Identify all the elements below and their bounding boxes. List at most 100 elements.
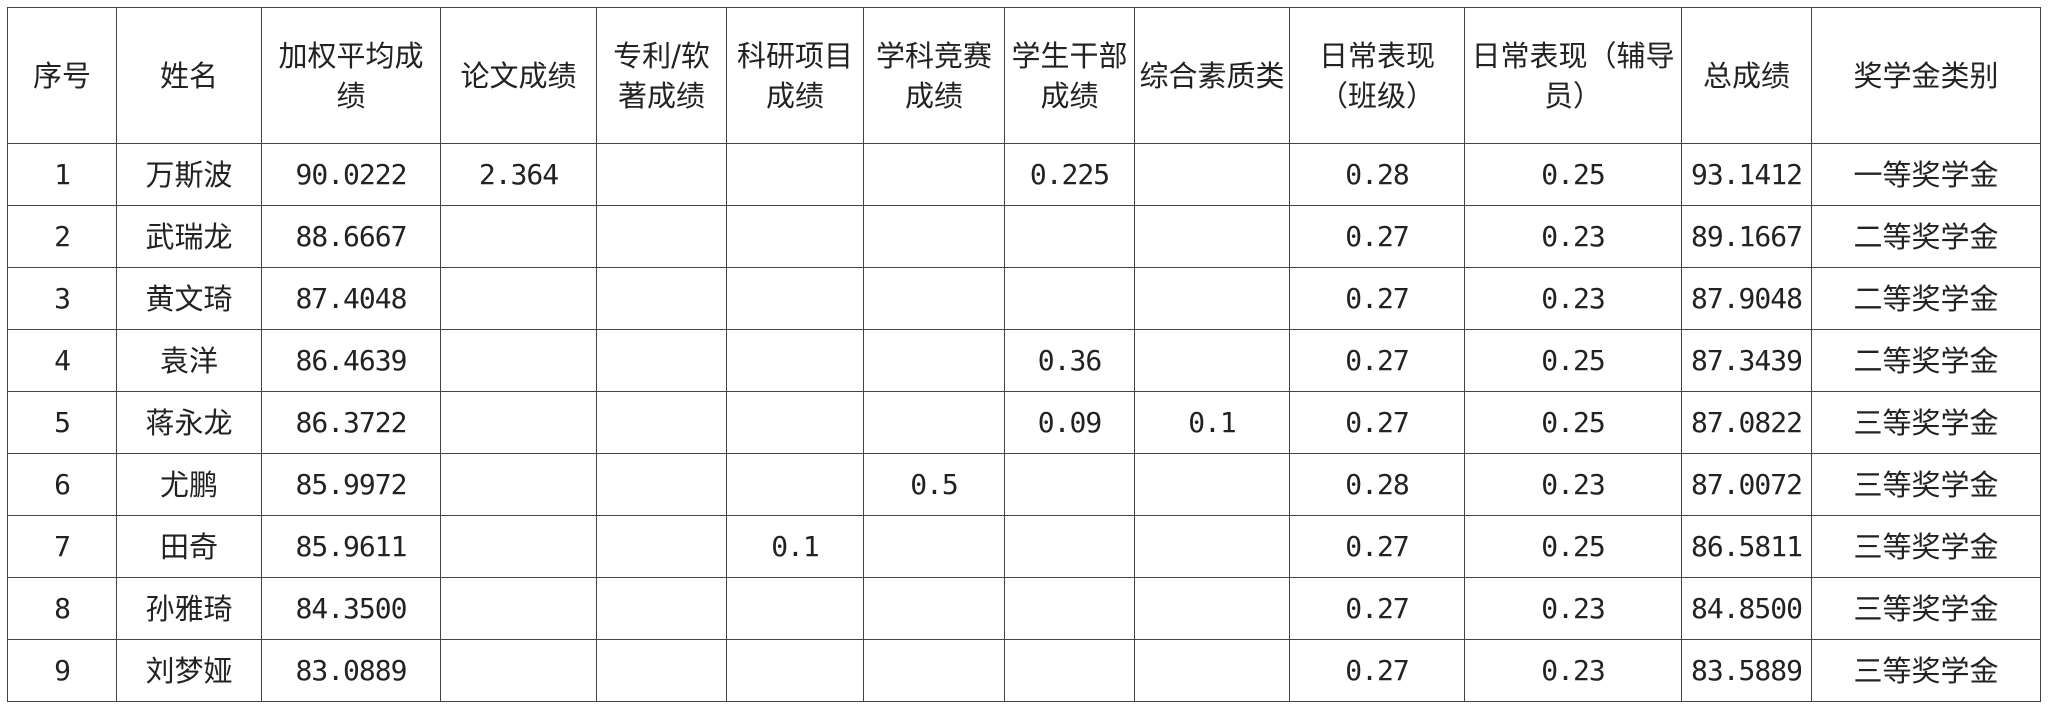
cell-scholarship-type: 三等奖学金 [1811, 453, 2041, 516]
header-index: 序号 [7, 7, 117, 144]
cell-scholarship-type: 三等奖学金 [1811, 639, 2041, 702]
cell-daily-class: 0.27 [1289, 577, 1465, 640]
cell-weighted-avg: 83.0889 [261, 639, 441, 702]
cell-research [726, 577, 864, 640]
cell-competition [863, 515, 1005, 578]
cell-research [726, 143, 864, 206]
cell-index: 9 [7, 639, 117, 702]
cell-index: 4 [7, 329, 117, 392]
cell-index: 1 [7, 143, 117, 206]
table-row: 5 蒋永龙 86.3722 0.09 0.1 0.27 0.25 87.0822 三等奖学金 [7, 391, 2041, 454]
header-row: 序号 姓名 加权平均成绩 论文成绩 专利/软著成绩 科研项目成绩 学科竞赛成绩 学生干部成绩综… [7, 7, 2041, 144]
cell-daily-counselor: 0.25 [1464, 391, 1682, 454]
cell-name: 刘梦娅 [116, 639, 262, 702]
table-row: 6 尤鹏 85.9972 0.5 0.28 0.23 87.0072 三等奖学金 [7, 453, 2041, 516]
cell-cadre [1004, 267, 1135, 330]
cell-scholarship-type: 二等奖学金 [1811, 205, 2041, 268]
cell-cadre: 0.225 [1004, 143, 1135, 206]
table-row: 9 刘梦娅 83.0889 0.27 0.23 83.5889 三等奖学金 [7, 639, 2041, 702]
header-paper: 论文成绩 [440, 7, 597, 144]
cell-daily-class: 0.27 [1289, 329, 1465, 392]
cell-scholarship-type: 一等奖学金 [1811, 143, 2041, 206]
cell-daily-counselor: 0.23 [1464, 577, 1682, 640]
cell-total: 87.9048 [1681, 267, 1812, 330]
cell-weighted-avg: 86.3722 [261, 391, 441, 454]
cell-scholarship-type: 三等奖学金 [1811, 577, 2041, 640]
cell-index: 5 [7, 391, 117, 454]
cell-cadre: 0.36 [1004, 329, 1135, 392]
cell-cadre [1004, 453, 1135, 516]
cell-index: 8 [7, 577, 117, 640]
cell-competition [863, 267, 1005, 330]
cell-competition [863, 143, 1005, 206]
cell-quality: 0.1 [1134, 391, 1290, 454]
cell-paper [440, 267, 597, 330]
cell-competition [863, 391, 1005, 454]
cell-quality [1134, 329, 1290, 392]
cell-index: 3 [7, 267, 117, 330]
cell-quality [1134, 453, 1290, 516]
cell-daily-counselor: 0.23 [1464, 639, 1682, 702]
cell-index: 2 [7, 205, 117, 268]
cell-paper: 2.364 [440, 143, 597, 206]
cell-total: 87.3439 [1681, 329, 1812, 392]
table-row: 3 黄文琦 87.4048 0.27 0.23 87.9048 二等奖学金 [7, 267, 2041, 330]
cell-paper [440, 577, 597, 640]
cell-competition [863, 577, 1005, 640]
cell-weighted-avg: 88.6667 [261, 205, 441, 268]
cell-research [726, 329, 864, 392]
cell-index: 6 [7, 453, 117, 516]
cell-patent [596, 453, 727, 516]
cell-quality [1134, 515, 1290, 578]
cell-patent [596, 391, 727, 454]
cell-cadre [1004, 639, 1135, 702]
cell-weighted-avg: 85.9972 [261, 453, 441, 516]
table-row: 4 袁洋 86.4639 0.36 0.27 0.25 87.3439 二等奖学金 [7, 329, 2041, 392]
cell-scholarship-type: 二等奖学金 [1811, 329, 2041, 392]
cell-patent [596, 267, 727, 330]
cell-research [726, 267, 864, 330]
header-total: 总成绩 [1681, 7, 1812, 144]
table-row: 8 孙雅琦 84.3500 0.27 0.23 84.8500 三等奖学金 [7, 577, 2041, 640]
cell-scholarship-type: 三等奖学金 [1811, 515, 2041, 578]
cell-name: 武瑞龙 [116, 205, 262, 268]
cell-daily-class: 0.28 [1289, 453, 1465, 516]
cell-paper [440, 329, 597, 392]
header-daily-class: 日常表现（班级） [1289, 7, 1465, 144]
cell-daily-counselor: 0.23 [1464, 267, 1682, 330]
cell-research [726, 639, 864, 702]
cell-research [726, 453, 864, 516]
cell-daily-class: 0.27 [1289, 267, 1465, 330]
cell-weighted-avg: 84.3500 [261, 577, 441, 640]
cell-quality [1134, 143, 1290, 206]
cell-name: 田奇 [116, 515, 262, 578]
cell-competition [863, 639, 1005, 702]
header-quality: 综合素质类 [1134, 7, 1290, 144]
cell-total: 83.5889 [1681, 639, 1812, 702]
cell-research [726, 391, 864, 454]
cell-patent [596, 515, 727, 578]
cell-paper [440, 639, 597, 702]
cell-patent [596, 329, 727, 392]
cell-name: 黄文琦 [116, 267, 262, 330]
cell-weighted-avg: 87.4048 [261, 267, 441, 330]
cell-competition [863, 329, 1005, 392]
cell-daily-class: 0.27 [1289, 205, 1465, 268]
header-research: 科研项目成绩 [726, 7, 864, 144]
cell-paper [440, 205, 597, 268]
cell-cadre: 0.09 [1004, 391, 1135, 454]
cell-paper [440, 515, 597, 578]
cell-total: 84.8500 [1681, 577, 1812, 640]
header-weighted-avg: 加权平均成绩 [261, 7, 441, 144]
cell-total: 89.1667 [1681, 205, 1812, 268]
cell-total: 87.0072 [1681, 453, 1812, 516]
cell-quality [1134, 577, 1290, 640]
cell-daily-class: 0.27 [1289, 391, 1465, 454]
cell-patent [596, 143, 727, 206]
cell-daily-counselor: 0.23 [1464, 205, 1682, 268]
cell-name: 袁洋 [116, 329, 262, 392]
cell-total: 86.5811 [1681, 515, 1812, 578]
table-row: 1 万斯波 90.0222 2.364 0.225 0.28 0.25 93.1412 一等奖学… [7, 143, 2041, 206]
cell-name: 蒋永龙 [116, 391, 262, 454]
header-name: 姓名 [116, 7, 262, 144]
